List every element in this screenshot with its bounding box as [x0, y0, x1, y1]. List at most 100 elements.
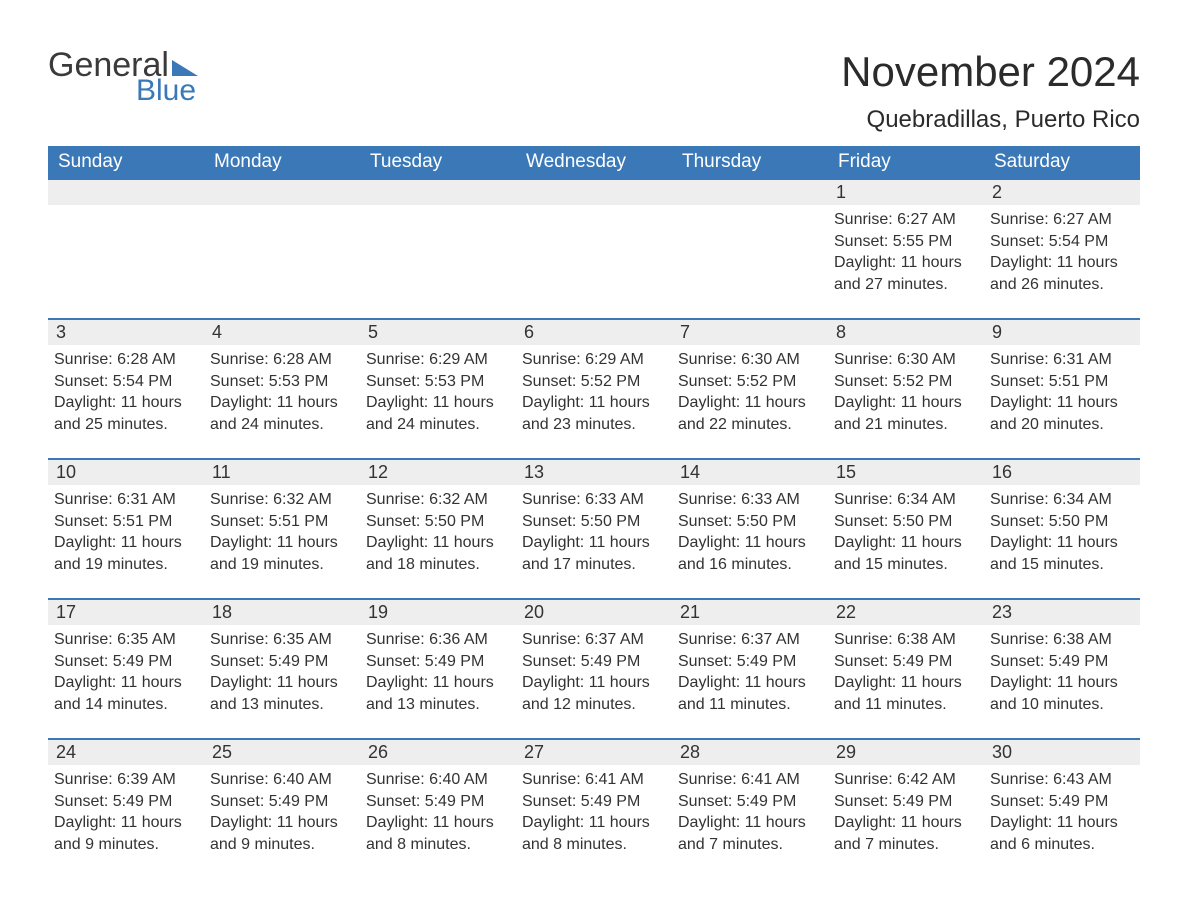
sunrise-line: Sunrise: 6:28 AM — [210, 349, 354, 371]
day-header: Friday — [828, 146, 984, 178]
sunset-line: Sunset: 5:49 PM — [990, 651, 1134, 673]
day-number: 14 — [672, 458, 828, 485]
calendar-cell: 15Sunrise: 6:34 AMSunset: 5:50 PMDayligh… — [828, 458, 984, 598]
sunset-line: Sunset: 5:49 PM — [522, 651, 666, 673]
daylight-line: Daylight: 11 hours and 9 minutes. — [210, 812, 354, 855]
brand-word2: Blue — [136, 76, 198, 106]
month-title: November 2024 — [841, 48, 1140, 96]
day-details: Sunrise: 6:31 AMSunset: 5:51 PMDaylight:… — [984, 345, 1140, 435]
calendar-week-row: 10Sunrise: 6:31 AMSunset: 5:51 PMDayligh… — [48, 458, 1140, 598]
calendar-cell — [204, 178, 360, 318]
sunrise-line: Sunrise: 6:43 AM — [990, 769, 1134, 791]
day-details: Sunrise: 6:41 AMSunset: 5:49 PMDaylight:… — [516, 765, 672, 855]
sunset-line: Sunset: 5:49 PM — [678, 651, 822, 673]
day-details: Sunrise: 6:42 AMSunset: 5:49 PMDaylight:… — [828, 765, 984, 855]
sunrise-line: Sunrise: 6:30 AM — [678, 349, 822, 371]
day-details: Sunrise: 6:31 AMSunset: 5:51 PMDaylight:… — [48, 485, 204, 575]
calendar-cell: 22Sunrise: 6:38 AMSunset: 5:49 PMDayligh… — [828, 598, 984, 738]
sunrise-line: Sunrise: 6:33 AM — [678, 489, 822, 511]
sunset-line: Sunset: 5:55 PM — [834, 231, 978, 253]
day-details: Sunrise: 6:28 AMSunset: 5:54 PMDaylight:… — [48, 345, 204, 435]
sunrise-line: Sunrise: 6:42 AM — [834, 769, 978, 791]
day-details: Sunrise: 6:37 AMSunset: 5:49 PMDaylight:… — [516, 625, 672, 715]
day-number — [204, 178, 360, 205]
day-number: 4 — [204, 318, 360, 345]
page-header: General Blue November 2024 Quebradillas,… — [48, 48, 1140, 134]
daylight-line: Daylight: 11 hours and 18 minutes. — [366, 532, 510, 575]
day-details: Sunrise: 6:41 AMSunset: 5:49 PMDaylight:… — [672, 765, 828, 855]
daylight-line: Daylight: 11 hours and 9 minutes. — [54, 812, 198, 855]
sunrise-line: Sunrise: 6:41 AM — [678, 769, 822, 791]
day-details: Sunrise: 6:39 AMSunset: 5:49 PMDaylight:… — [48, 765, 204, 855]
day-details: Sunrise: 6:29 AMSunset: 5:52 PMDaylight:… — [516, 345, 672, 435]
sunset-line: Sunset: 5:50 PM — [522, 511, 666, 533]
day-number — [672, 178, 828, 205]
day-header: Saturday — [984, 146, 1140, 178]
sunset-line: Sunset: 5:53 PM — [366, 371, 510, 393]
sunset-line: Sunset: 5:50 PM — [834, 511, 978, 533]
day-details: Sunrise: 6:33 AMSunset: 5:50 PMDaylight:… — [672, 485, 828, 575]
sunset-line: Sunset: 5:49 PM — [210, 651, 354, 673]
calendar-week-row: 3Sunrise: 6:28 AMSunset: 5:54 PMDaylight… — [48, 318, 1140, 458]
calendar-cell: 10Sunrise: 6:31 AMSunset: 5:51 PMDayligh… — [48, 458, 204, 598]
daylight-line: Daylight: 11 hours and 17 minutes. — [522, 532, 666, 575]
calendar-cell — [672, 178, 828, 318]
calendar-cell: 24Sunrise: 6:39 AMSunset: 5:49 PMDayligh… — [48, 738, 204, 878]
day-number: 21 — [672, 598, 828, 625]
day-details: Sunrise: 6:30 AMSunset: 5:52 PMDaylight:… — [828, 345, 984, 435]
sunset-line: Sunset: 5:51 PM — [210, 511, 354, 533]
sunset-line: Sunset: 5:54 PM — [990, 231, 1134, 253]
sunrise-line: Sunrise: 6:35 AM — [210, 629, 354, 651]
day-details: Sunrise: 6:34 AMSunset: 5:50 PMDaylight:… — [984, 485, 1140, 575]
calendar-week-row: 1Sunrise: 6:27 AMSunset: 5:55 PMDaylight… — [48, 178, 1140, 318]
sunrise-line: Sunrise: 6:40 AM — [210, 769, 354, 791]
sunrise-line: Sunrise: 6:30 AM — [834, 349, 978, 371]
calendar-cell: 1Sunrise: 6:27 AMSunset: 5:55 PMDaylight… — [828, 178, 984, 318]
calendar-cell: 23Sunrise: 6:38 AMSunset: 5:49 PMDayligh… — [984, 598, 1140, 738]
day-number — [48, 178, 204, 205]
daylight-line: Daylight: 11 hours and 26 minutes. — [990, 252, 1134, 295]
daylight-line: Daylight: 11 hours and 16 minutes. — [678, 532, 822, 575]
sunset-line: Sunset: 5:49 PM — [522, 791, 666, 813]
day-number: 19 — [360, 598, 516, 625]
sunrise-line: Sunrise: 6:39 AM — [54, 769, 198, 791]
day-details: Sunrise: 6:36 AMSunset: 5:49 PMDaylight:… — [360, 625, 516, 715]
day-details: Sunrise: 6:35 AMSunset: 5:49 PMDaylight:… — [48, 625, 204, 715]
daylight-line: Daylight: 11 hours and 15 minutes. — [990, 532, 1134, 575]
daylight-line: Daylight: 11 hours and 23 minutes. — [522, 392, 666, 435]
calendar-cell: 29Sunrise: 6:42 AMSunset: 5:49 PMDayligh… — [828, 738, 984, 878]
sunset-line: Sunset: 5:53 PM — [210, 371, 354, 393]
sunrise-line: Sunrise: 6:38 AM — [990, 629, 1134, 651]
day-number: 8 — [828, 318, 984, 345]
day-number: 6 — [516, 318, 672, 345]
sunrise-line: Sunrise: 6:41 AM — [522, 769, 666, 791]
daylight-line: Daylight: 11 hours and 21 minutes. — [834, 392, 978, 435]
day-number: 18 — [204, 598, 360, 625]
day-number: 30 — [984, 738, 1140, 765]
calendar-cell: 26Sunrise: 6:40 AMSunset: 5:49 PMDayligh… — [360, 738, 516, 878]
sunrise-line: Sunrise: 6:31 AM — [990, 349, 1134, 371]
daylight-line: Daylight: 11 hours and 10 minutes. — [990, 672, 1134, 715]
calendar-cell: 28Sunrise: 6:41 AMSunset: 5:49 PMDayligh… — [672, 738, 828, 878]
sunset-line: Sunset: 5:49 PM — [366, 651, 510, 673]
sunset-line: Sunset: 5:51 PM — [54, 511, 198, 533]
calendar-cell: 11Sunrise: 6:32 AMSunset: 5:51 PMDayligh… — [204, 458, 360, 598]
daylight-line: Daylight: 11 hours and 20 minutes. — [990, 392, 1134, 435]
day-number: 25 — [204, 738, 360, 765]
calendar-week-row: 17Sunrise: 6:35 AMSunset: 5:49 PMDayligh… — [48, 598, 1140, 738]
sunrise-line: Sunrise: 6:37 AM — [522, 629, 666, 651]
calendar-cell: 21Sunrise: 6:37 AMSunset: 5:49 PMDayligh… — [672, 598, 828, 738]
daylight-line: Daylight: 11 hours and 27 minutes. — [834, 252, 978, 295]
calendar-cell: 19Sunrise: 6:36 AMSunset: 5:49 PMDayligh… — [360, 598, 516, 738]
day-number: 11 — [204, 458, 360, 485]
daylight-line: Daylight: 11 hours and 24 minutes. — [210, 392, 354, 435]
title-block: November 2024 Quebradillas, Puerto Rico — [841, 48, 1140, 134]
calendar-cell: 16Sunrise: 6:34 AMSunset: 5:50 PMDayligh… — [984, 458, 1140, 598]
daylight-line: Daylight: 11 hours and 14 minutes. — [54, 672, 198, 715]
sunrise-line: Sunrise: 6:34 AM — [990, 489, 1134, 511]
sunset-line: Sunset: 5:49 PM — [210, 791, 354, 813]
sunrise-line: Sunrise: 6:37 AM — [678, 629, 822, 651]
calendar-cell: 7Sunrise: 6:30 AMSunset: 5:52 PMDaylight… — [672, 318, 828, 458]
day-number: 17 — [48, 598, 204, 625]
daylight-line: Daylight: 11 hours and 24 minutes. — [366, 392, 510, 435]
